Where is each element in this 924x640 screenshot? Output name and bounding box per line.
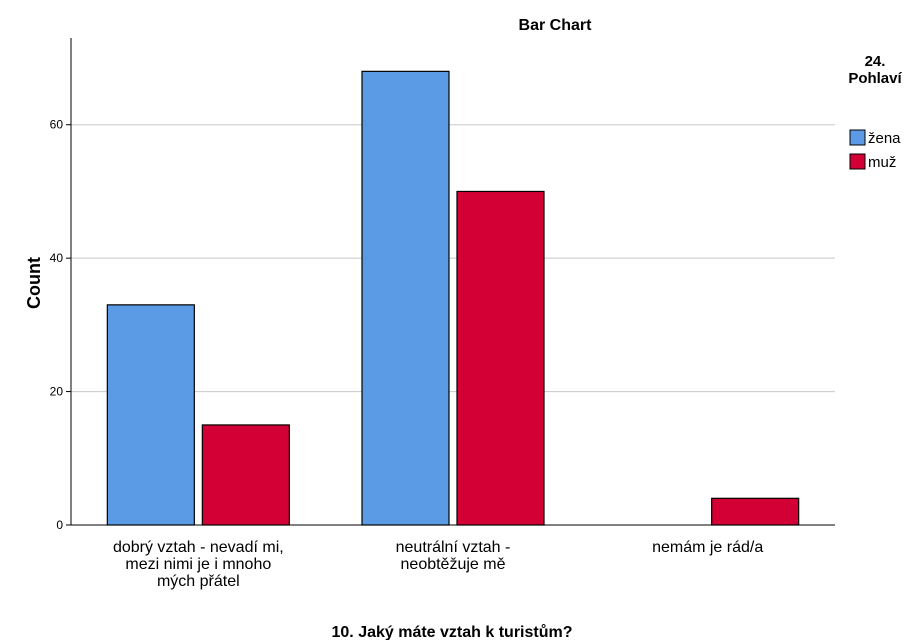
bar-muž-0 xyxy=(201,424,290,526)
axes xyxy=(70,38,835,526)
gridlines xyxy=(71,124,835,393)
legend-title-line-1: 24. xyxy=(865,53,886,70)
y-axis-label: Count xyxy=(24,257,44,309)
chart-title: Bar Chart xyxy=(519,17,593,34)
y-ticks: 0 20 40 60 xyxy=(50,118,71,532)
legend-label-žena: žena xyxy=(868,130,901,147)
x-tick-labels: dobrý vztah - nevadí mi, mezi nimi je i m… xyxy=(113,539,763,590)
bar-žena-0 xyxy=(106,304,195,526)
y-tick-label: 20 xyxy=(50,385,64,399)
legend-label-muž: muž xyxy=(868,154,896,171)
legend-title-line-2: Pohlaví xyxy=(848,70,902,87)
legend: 24. Pohlaví žena muž xyxy=(848,53,902,171)
x-axis-label: 10. Jaký máte vztah k turistům? xyxy=(332,624,573,640)
x-tick-label: dobrý vztah - nevadí mi, mezi nimi je i m… xyxy=(113,539,284,590)
y-tick-label: 0 xyxy=(56,518,63,532)
bar-muž-2 xyxy=(711,497,800,526)
legend-swatch-žena xyxy=(849,129,866,146)
x-tick-label: neutrální vztah -neobtěžuje mě xyxy=(396,539,511,573)
y-tick-label: 60 xyxy=(50,118,64,132)
y-tick-label: 40 xyxy=(50,251,64,265)
bar-žena-1 xyxy=(361,70,450,526)
legend-swatch-muž xyxy=(849,153,866,170)
x-tick-label: nemám je rád/a xyxy=(652,539,763,556)
bar-muž-1 xyxy=(456,190,545,526)
bars xyxy=(106,70,800,526)
